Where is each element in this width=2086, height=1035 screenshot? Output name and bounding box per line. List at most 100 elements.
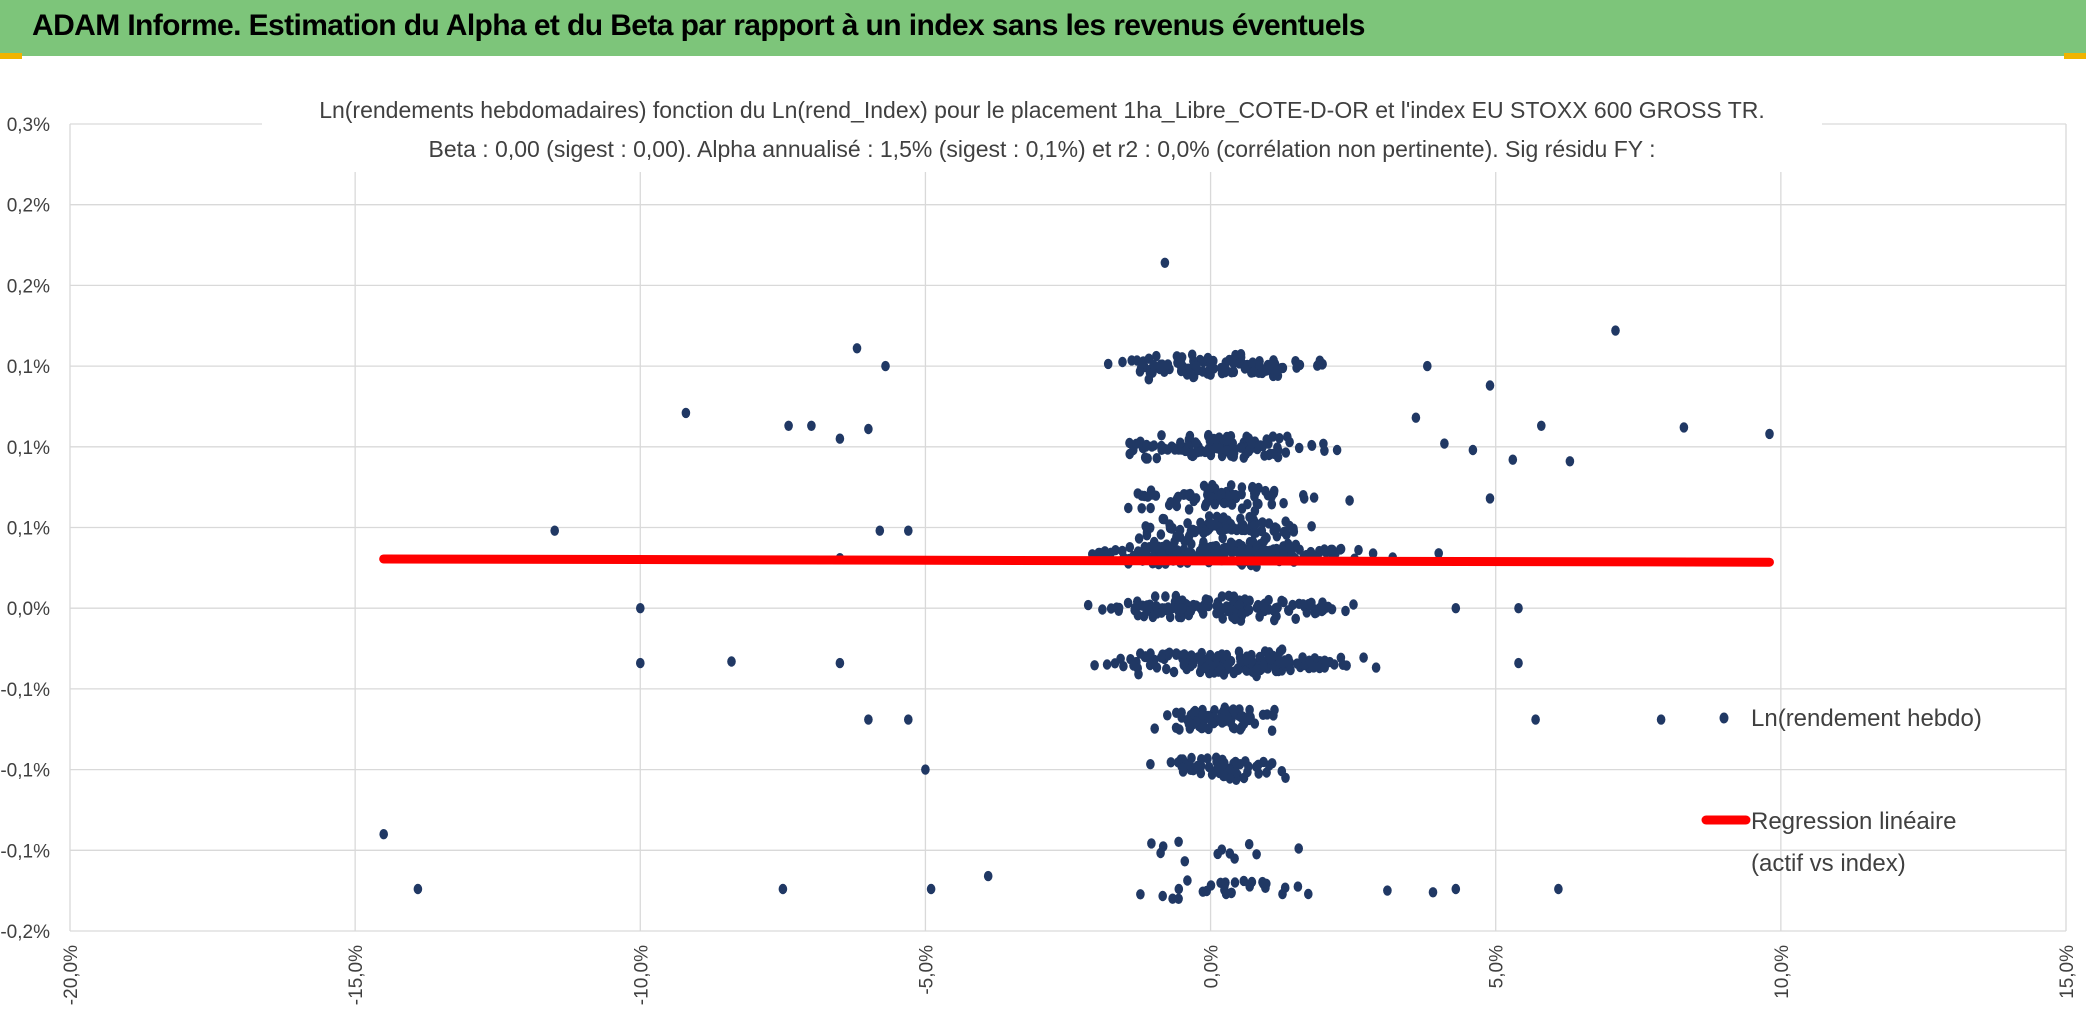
scatter-point: [1119, 661, 1128, 672]
scatter-point: [636, 603, 645, 614]
scatter-point: [1175, 724, 1184, 735]
scatter-point: [1423, 360, 1432, 372]
corner-mark-left: [0, 53, 22, 59]
scatter-point: [1279, 498, 1288, 509]
scatter-point: [1261, 485, 1270, 497]
scatter-point: [1434, 548, 1443, 559]
scatter-point: [1320, 662, 1329, 673]
scatter-point: [1289, 526, 1299, 537]
scatter-point: [1144, 374, 1154, 385]
scatter-point: [1284, 605, 1294, 616]
scatter-point: [1259, 535, 1269, 546]
scatter-point: [1172, 493, 1182, 504]
y-tick-label: 0,1%: [7, 438, 50, 459]
x-tick-label: 5,0%: [1487, 945, 1508, 988]
scatter-point: [1238, 524, 1248, 535]
scatter-point: [1656, 714, 1666, 725]
scatter-point: [1283, 657, 1293, 668]
scatter-point: [1247, 438, 1257, 449]
scatter-point: [1098, 604, 1107, 615]
legend-label-regression: Regression linéaire (actif vs index): [1751, 808, 1956, 877]
scatter-point: [413, 883, 423, 895]
scatter-point: [1216, 602, 1226, 614]
scatter-point: [1229, 366, 1239, 378]
scatter-point: [1440, 438, 1449, 449]
scatter-point: [1083, 599, 1093, 611]
scatter-point: [1204, 761, 1214, 773]
scatter-point: [1554, 883, 1563, 895]
scatter-point: [1198, 886, 1208, 897]
scatter-point: [1219, 705, 1229, 716]
scatter-point: [1244, 839, 1254, 850]
scatter-point: [1156, 652, 1166, 663]
scatter-point: [1221, 435, 1231, 446]
scatter-point: [1227, 887, 1236, 898]
scatter-point: [784, 420, 793, 431]
scatter-point: [1206, 880, 1216, 891]
x-tick-label: -10,0%: [631, 945, 652, 1005]
scatter-point: [1349, 599, 1358, 610]
scatter-point: [1262, 434, 1271, 445]
scatter-point: [1247, 876, 1257, 888]
scatter-point: [1188, 658, 1198, 669]
scatter-point: [1318, 604, 1328, 616]
scatter-point: [1180, 649, 1189, 660]
scatter-point: [835, 433, 845, 444]
scatter-point: [1242, 431, 1251, 442]
scatter-point: [1156, 529, 1166, 540]
scatter-point: [1188, 524, 1198, 535]
scatter-point: [1223, 659, 1233, 670]
scatter-point: [1219, 512, 1228, 523]
scatter-point: [1269, 355, 1278, 366]
scatter-point: [1211, 520, 1220, 531]
scatter-point: [1383, 885, 1392, 896]
scatter-point: [1307, 440, 1317, 451]
scatter-point: [1611, 325, 1620, 336]
scatter-point: [1157, 607, 1166, 618]
scatter-point: [1146, 759, 1155, 770]
scatter-point: [1163, 444, 1172, 455]
scatter-point: [1267, 491, 1276, 502]
y-tick-label: 0,1%: [7, 519, 50, 540]
scatter-point: [1264, 594, 1273, 606]
scatter-point: [1187, 538, 1196, 550]
scatter-point: [1272, 531, 1282, 542]
scatter-point: [1230, 613, 1240, 625]
scatter-point: [1279, 596, 1288, 608]
scatter-point: [1191, 437, 1200, 448]
scatter-point: [1411, 412, 1421, 423]
scatter-point: [1245, 511, 1254, 523]
scatter-point: [1514, 603, 1523, 614]
scatter-point: [1537, 420, 1546, 431]
scatter-point: [1178, 762, 1187, 774]
scatter-point: [1152, 662, 1162, 673]
scatter-point: [1229, 704, 1238, 715]
scatter-point: [1282, 529, 1291, 540]
scatter-point: [550, 525, 559, 536]
scatter-point: [1220, 884, 1229, 896]
scatter-point: [681, 407, 691, 419]
scatter-point: [1244, 604, 1254, 616]
scatter-point: [1230, 877, 1240, 888]
scatter-point: [1255, 360, 1264, 371]
title-background: [262, 86, 1822, 172]
scatter-point: [1168, 893, 1177, 904]
chart-title: Ln(rendements hebdomadaires) fonction du…: [319, 97, 1765, 123]
scatter-point: [1165, 611, 1175, 623]
scatter-point: [1192, 361, 1201, 372]
scatter-point: [1272, 365, 1282, 376]
scatter-point: [1205, 649, 1215, 661]
scatter-point: [1103, 358, 1113, 370]
scatter-point: [1137, 490, 1146, 501]
scatter-point: [1143, 603, 1153, 614]
y-tick-label: 0,2%: [7, 196, 50, 217]
scatter-point: [1158, 361, 1168, 372]
scatter-point: [1251, 487, 1261, 498]
scatter-point: [1165, 647, 1174, 658]
scatter-point: [1272, 543, 1281, 555]
scatter-point: [1220, 548, 1229, 559]
scatter-point: [1237, 442, 1246, 453]
scatter-point: [1125, 448, 1134, 460]
legend-point-marker: [1719, 712, 1729, 724]
scatter-point: [1765, 428, 1774, 440]
